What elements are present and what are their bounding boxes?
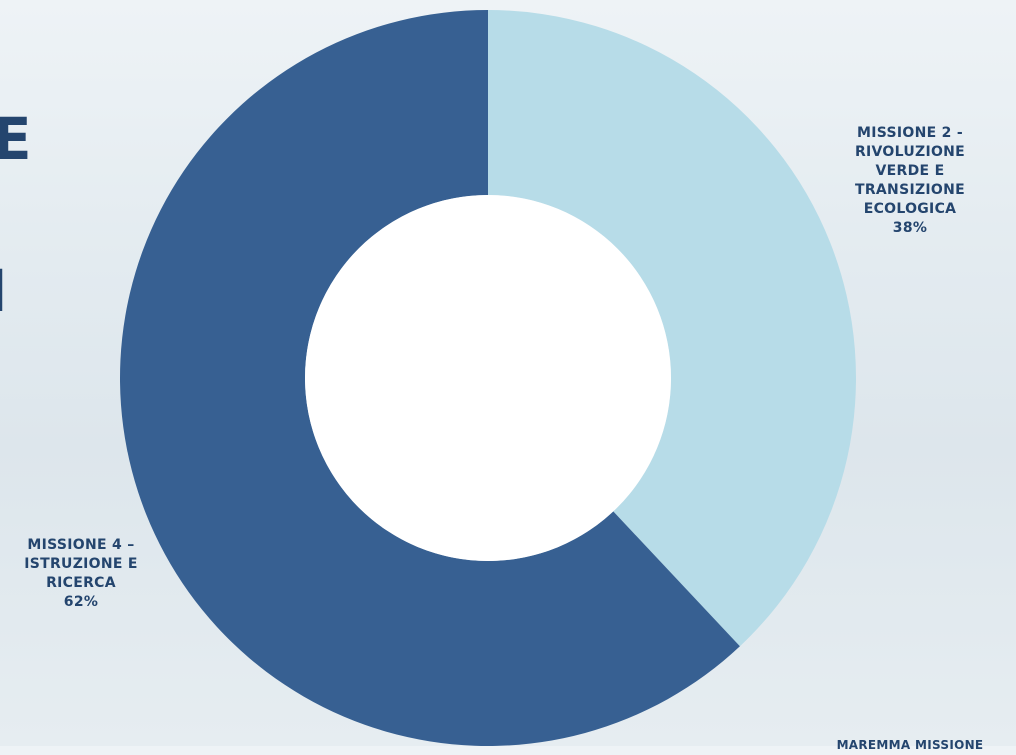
category-label: MISSIONE 4 – ISTRUZIONE E RICERCA: [24, 537, 138, 591]
slice-label: MISSIONE 2 - RIVOLUZIONE VERDE E TRANSIZ…: [830, 124, 990, 238]
donut-slice: [488, 10, 856, 647]
value-label: 38%: [892, 220, 928, 236]
donut-slice: [120, 10, 740, 746]
cut-off-heading: I: [0, 262, 8, 320]
category-label: MISSIONE 2 - RIVOLUZIONE VERDE E TRANSIZ…: [854, 125, 966, 217]
cut-off-heading: E: [0, 105, 32, 173]
donut-hole: [305, 195, 671, 561]
value-label: 62%: [63, 594, 99, 610]
slice-label: MISSIONE 4 – ISTRUZIONE E RICERCA 62%: [6, 536, 156, 612]
